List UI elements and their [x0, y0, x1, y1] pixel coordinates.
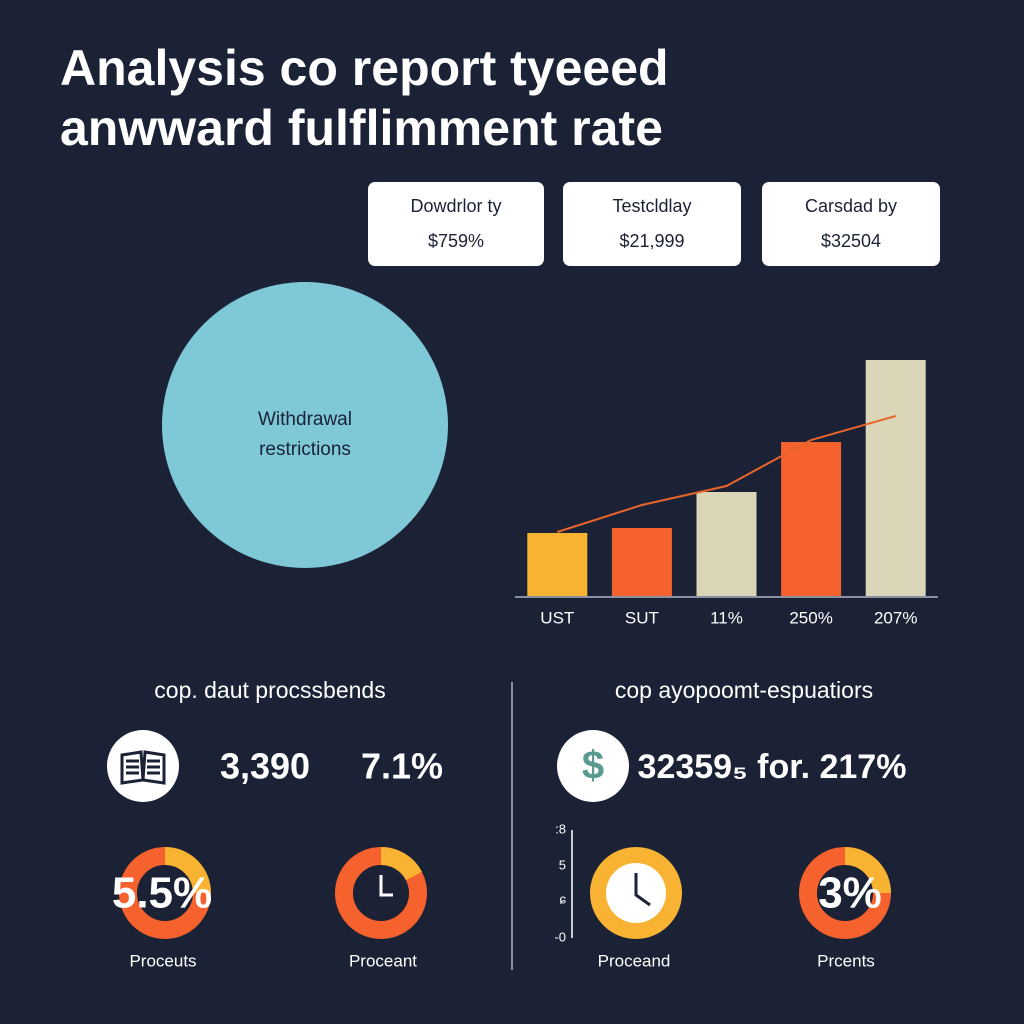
trend-line: [556, 415, 896, 533]
x-tick-label: SUT: [625, 608, 659, 627]
dollar-icon: [557, 730, 629, 802]
stat-value: 32359₅ for. 217%: [638, 748, 907, 786]
x-tick-label: 250%: [789, 608, 832, 627]
gauge-label: Proceand: [598, 951, 671, 970]
gauge-center: 3%: [818, 869, 882, 918]
topic-circle: [162, 282, 448, 568]
circle-label: Withdrawal: [258, 409, 352, 430]
bar-chart: UST SUT 11% 250% 207%: [515, 360, 938, 627]
book-glyph: [120, 750, 166, 785]
card-value: $21,999: [619, 231, 684, 251]
stat-value: 7.1%: [361, 746, 443, 787]
gauge: Proceand: [590, 847, 682, 970]
mini-scale: :8 5 ɕ -0: [554, 821, 573, 944]
gauge: Proceant: [335, 846, 427, 970]
gauge-arc: [380, 846, 422, 881]
clock-hands: [379, 875, 393, 897]
title: Analysis co report tyeeed anwward fulfli…: [60, 40, 669, 156]
x-tick-label: 11%: [710, 608, 743, 627]
scale-label: -0: [554, 929, 566, 944]
card-label: Carsdad by: [805, 196, 897, 216]
card: [563, 182, 741, 266]
gauge: 3% Prcents: [799, 847, 891, 970]
bar: [611, 528, 672, 596]
circle-label: restrictions: [259, 439, 351, 460]
section-heading: cop ayopoomt-espuatiors: [615, 677, 873, 703]
scale-label: ɕ: [560, 891, 567, 906]
title-line: anwward fulflimment rate: [60, 100, 663, 156]
bar: [781, 442, 842, 596]
card-label: Testcldlay: [612, 196, 691, 216]
cards: Dowdrlor ty $759% Testcldlay $21,999 Car…: [368, 182, 940, 266]
gauge: 5.5% Proceuts: [112, 847, 212, 970]
gauge-center: 5.5%: [112, 869, 212, 918]
x-tick-label: 207%: [874, 608, 917, 627]
scale-label: :8: [555, 821, 566, 836]
card-value: $759%: [428, 231, 484, 251]
dollar-glyph: $: [582, 744, 604, 788]
card-label: Dowdrlor ty: [410, 196, 501, 216]
gauge-arc: [164, 847, 211, 894]
gauge-label: Proceant: [349, 951, 417, 970]
clock-hands: [634, 873, 651, 907]
x-tick-label: UST: [540, 608, 574, 627]
card: [368, 182, 544, 266]
section-heading: cop. daut procssbends: [154, 677, 385, 703]
gauge-arc: [844, 847, 891, 894]
title-line: Analysis co report tyeeed: [60, 40, 669, 96]
bar: [696, 492, 757, 596]
stat-value: 3,390: [220, 746, 310, 787]
card-value: $32504: [821, 231, 881, 251]
scale-label: 5: [559, 857, 566, 872]
card: [762, 182, 940, 266]
bar: [865, 360, 926, 596]
gauge-label: Prcents: [817, 951, 875, 970]
gauge-label: Proceuts: [129, 951, 196, 970]
bar: [527, 533, 588, 596]
